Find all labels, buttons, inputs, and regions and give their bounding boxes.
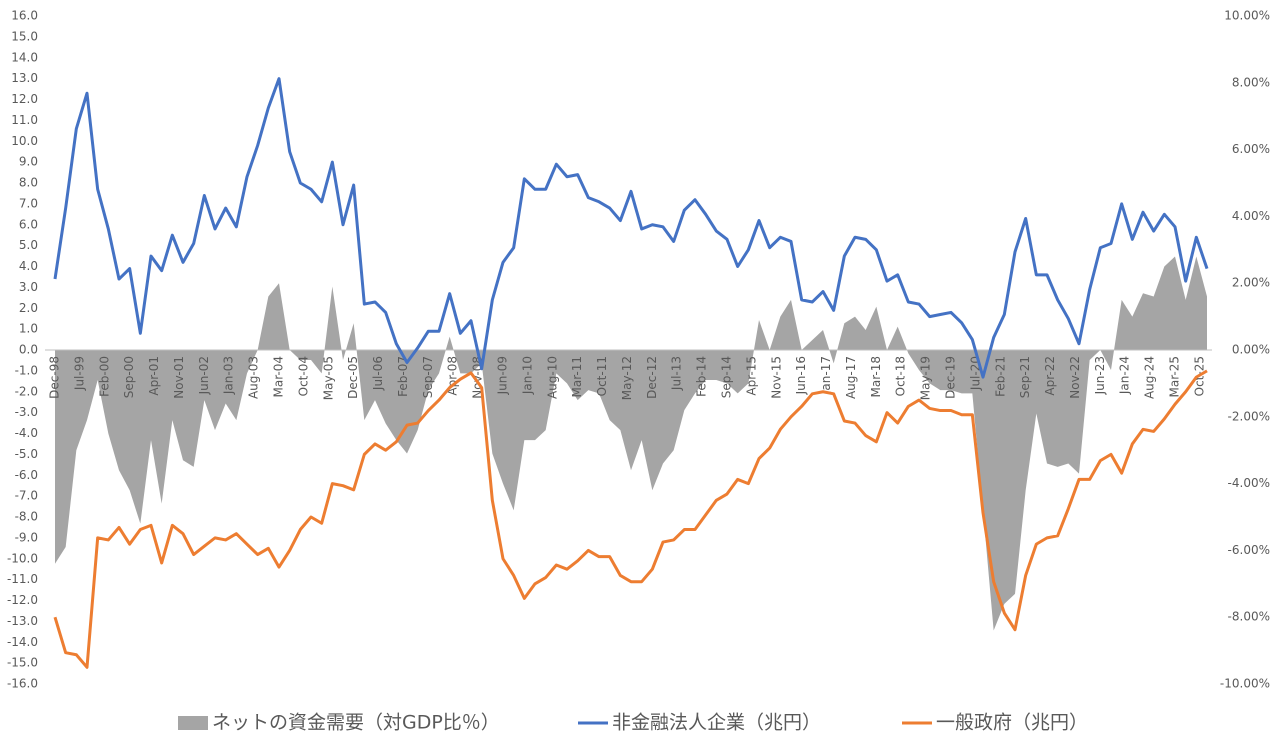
x-tick-label: Feb-21 — [993, 356, 1007, 397]
y-tick-label: 2.0 — [19, 301, 38, 315]
y-tick-label: 12.0 — [11, 92, 38, 106]
x-tick-label: May-12 — [620, 356, 634, 400]
x-tick-label: Apr-08 — [446, 356, 460, 396]
x-tick-label: Oct-18 — [894, 356, 908, 396]
y-tick-label: 13.0 — [11, 71, 38, 85]
x-tick-label: Jan-03 — [222, 356, 236, 395]
y-tick-label: 6.0 — [19, 217, 38, 231]
x-tick-label: Apr-22 — [1043, 356, 1057, 396]
y-tick-label: 14.0 — [11, 50, 38, 64]
legend-label: 一般政府（兆円） — [936, 712, 1088, 734]
x-tick-label: May-05 — [321, 356, 335, 400]
x-tick-label: Jan-17 — [819, 356, 833, 395]
x-tick-label: Aug-17 — [844, 356, 858, 399]
y-tick-label: 16.0 — [11, 9, 38, 23]
x-tick-label: Aug-10 — [545, 356, 559, 399]
x-tick-label: Dec-12 — [645, 356, 659, 399]
legend-swatch — [178, 716, 208, 730]
x-tick-label: Mar-25 — [1168, 356, 1182, 397]
x-tick-label: Oct-11 — [595, 356, 609, 396]
y-tick-label: -15.0 — [7, 656, 38, 670]
y-tick-label: 15.0 — [11, 29, 38, 43]
x-tick-label: Dec-98 — [48, 356, 62, 399]
y-tick-label: -7.0 — [15, 489, 38, 503]
y-tick-label: -11.0 — [7, 572, 38, 586]
y2-tick-label: 2.00% — [1232, 276, 1270, 290]
y2-tick-label: 0.00% — [1232, 343, 1270, 357]
area — [55, 256, 1207, 631]
y2-tick-label: 6.00% — [1232, 142, 1270, 156]
x-tick-label: Sep-14 — [720, 356, 734, 398]
x-tick-label: Jan-24 — [1118, 356, 1132, 395]
y-tick-label: -16.0 — [7, 677, 38, 691]
y-tick-label: 10.0 — [11, 134, 38, 148]
y2-tick-label: -10.00% — [1220, 677, 1270, 691]
y-tick-label: 0.0 — [19, 343, 38, 357]
y2-tick-label: -6.00% — [1228, 543, 1270, 557]
y-tick-label: 4.0 — [19, 259, 38, 273]
legend-label: ネットの資金需要（対GDP比％） — [212, 712, 500, 734]
y-tick-label: -14.0 — [7, 635, 38, 649]
y-tick-label: 8.0 — [19, 176, 38, 190]
x-tick-label: Mar-18 — [869, 356, 883, 397]
x-tick-label: Dec-05 — [346, 356, 360, 399]
y2-tick-label: -4.00% — [1228, 476, 1270, 490]
x-tick-label: Jun-16 — [794, 356, 808, 395]
y-tick-label: -3.0 — [15, 405, 38, 419]
x-tick-label: Sep-21 — [1018, 356, 1032, 398]
x-tick-label: Feb-14 — [695, 356, 709, 397]
y-tick-label: 5.0 — [19, 238, 38, 252]
x-tick-label: Apr-01 — [147, 356, 161, 396]
x-tick-label: Nov-15 — [769, 356, 783, 399]
x-tick-label: Jul-20 — [968, 356, 982, 391]
x-tick-label: Feb-00 — [97, 356, 111, 397]
x-tick-label: Jul-99 — [72, 356, 86, 391]
x-tick-label: Sep-00 — [122, 356, 136, 398]
x-tick-label: Jun-09 — [496, 356, 510, 395]
x-tick-label: Aug-24 — [1143, 356, 1157, 399]
x-tick-label: Mar-04 — [272, 356, 286, 397]
y2-tick-label: 10.00% — [1224, 9, 1270, 23]
x-tick-label: Nov-22 — [1068, 356, 1082, 399]
y2-tick-label: -2.00% — [1228, 409, 1270, 423]
x-tick-label: Aug-03 — [247, 356, 261, 399]
y-tick-label: -6.0 — [15, 468, 38, 482]
legend-label: 非金融法人企業（兆円） — [612, 712, 821, 734]
y-tick-label: 1.0 — [19, 322, 38, 336]
y-tick-label: 3.0 — [19, 280, 38, 294]
x-tick-label: Mar-11 — [570, 356, 584, 397]
y-tick-label: -9.0 — [15, 530, 38, 544]
y2-tick-label: 8.00% — [1232, 75, 1270, 89]
x-tick-label: Jul-13 — [670, 356, 684, 391]
y-tick-label: -1.0 — [15, 363, 38, 377]
x-tick-label: Jan-10 — [520, 356, 534, 395]
x-tick-label: Feb-07 — [396, 356, 410, 397]
y-tick-label: -8.0 — [15, 510, 38, 524]
y-tick-label: 9.0 — [19, 155, 38, 169]
x-tick-label: Apr-15 — [744, 356, 758, 396]
y-tick-label: -10.0 — [7, 551, 38, 565]
y-tick-label: -13.0 — [7, 614, 38, 628]
x-tick-label: Jun-02 — [197, 356, 211, 395]
y2-tick-label: -8.00% — [1228, 610, 1270, 624]
y-tick-label: -12.0 — [7, 593, 38, 607]
y-tick-label: -4.0 — [15, 426, 38, 440]
x-tick-label: Dec-19 — [944, 356, 958, 399]
y-tick-label: 11.0 — [11, 113, 38, 127]
line — [53, 77, 1209, 379]
x-tick-label: Jun-23 — [1093, 356, 1107, 395]
y2-tick-label: 4.00% — [1232, 209, 1270, 223]
x-tick-label: Oct-04 — [296, 356, 310, 396]
x-tick-label: May-19 — [919, 356, 933, 400]
x-tick-label: Nov-01 — [172, 356, 186, 399]
x-tick-label: Sep-07 — [421, 356, 435, 398]
y-tick-label: 7.0 — [19, 196, 38, 210]
x-tick-label: Jul-06 — [371, 356, 385, 391]
line — [53, 369, 1208, 669]
y-tick-label: -5.0 — [15, 447, 38, 461]
y-tick-label: -2.0 — [15, 384, 38, 398]
